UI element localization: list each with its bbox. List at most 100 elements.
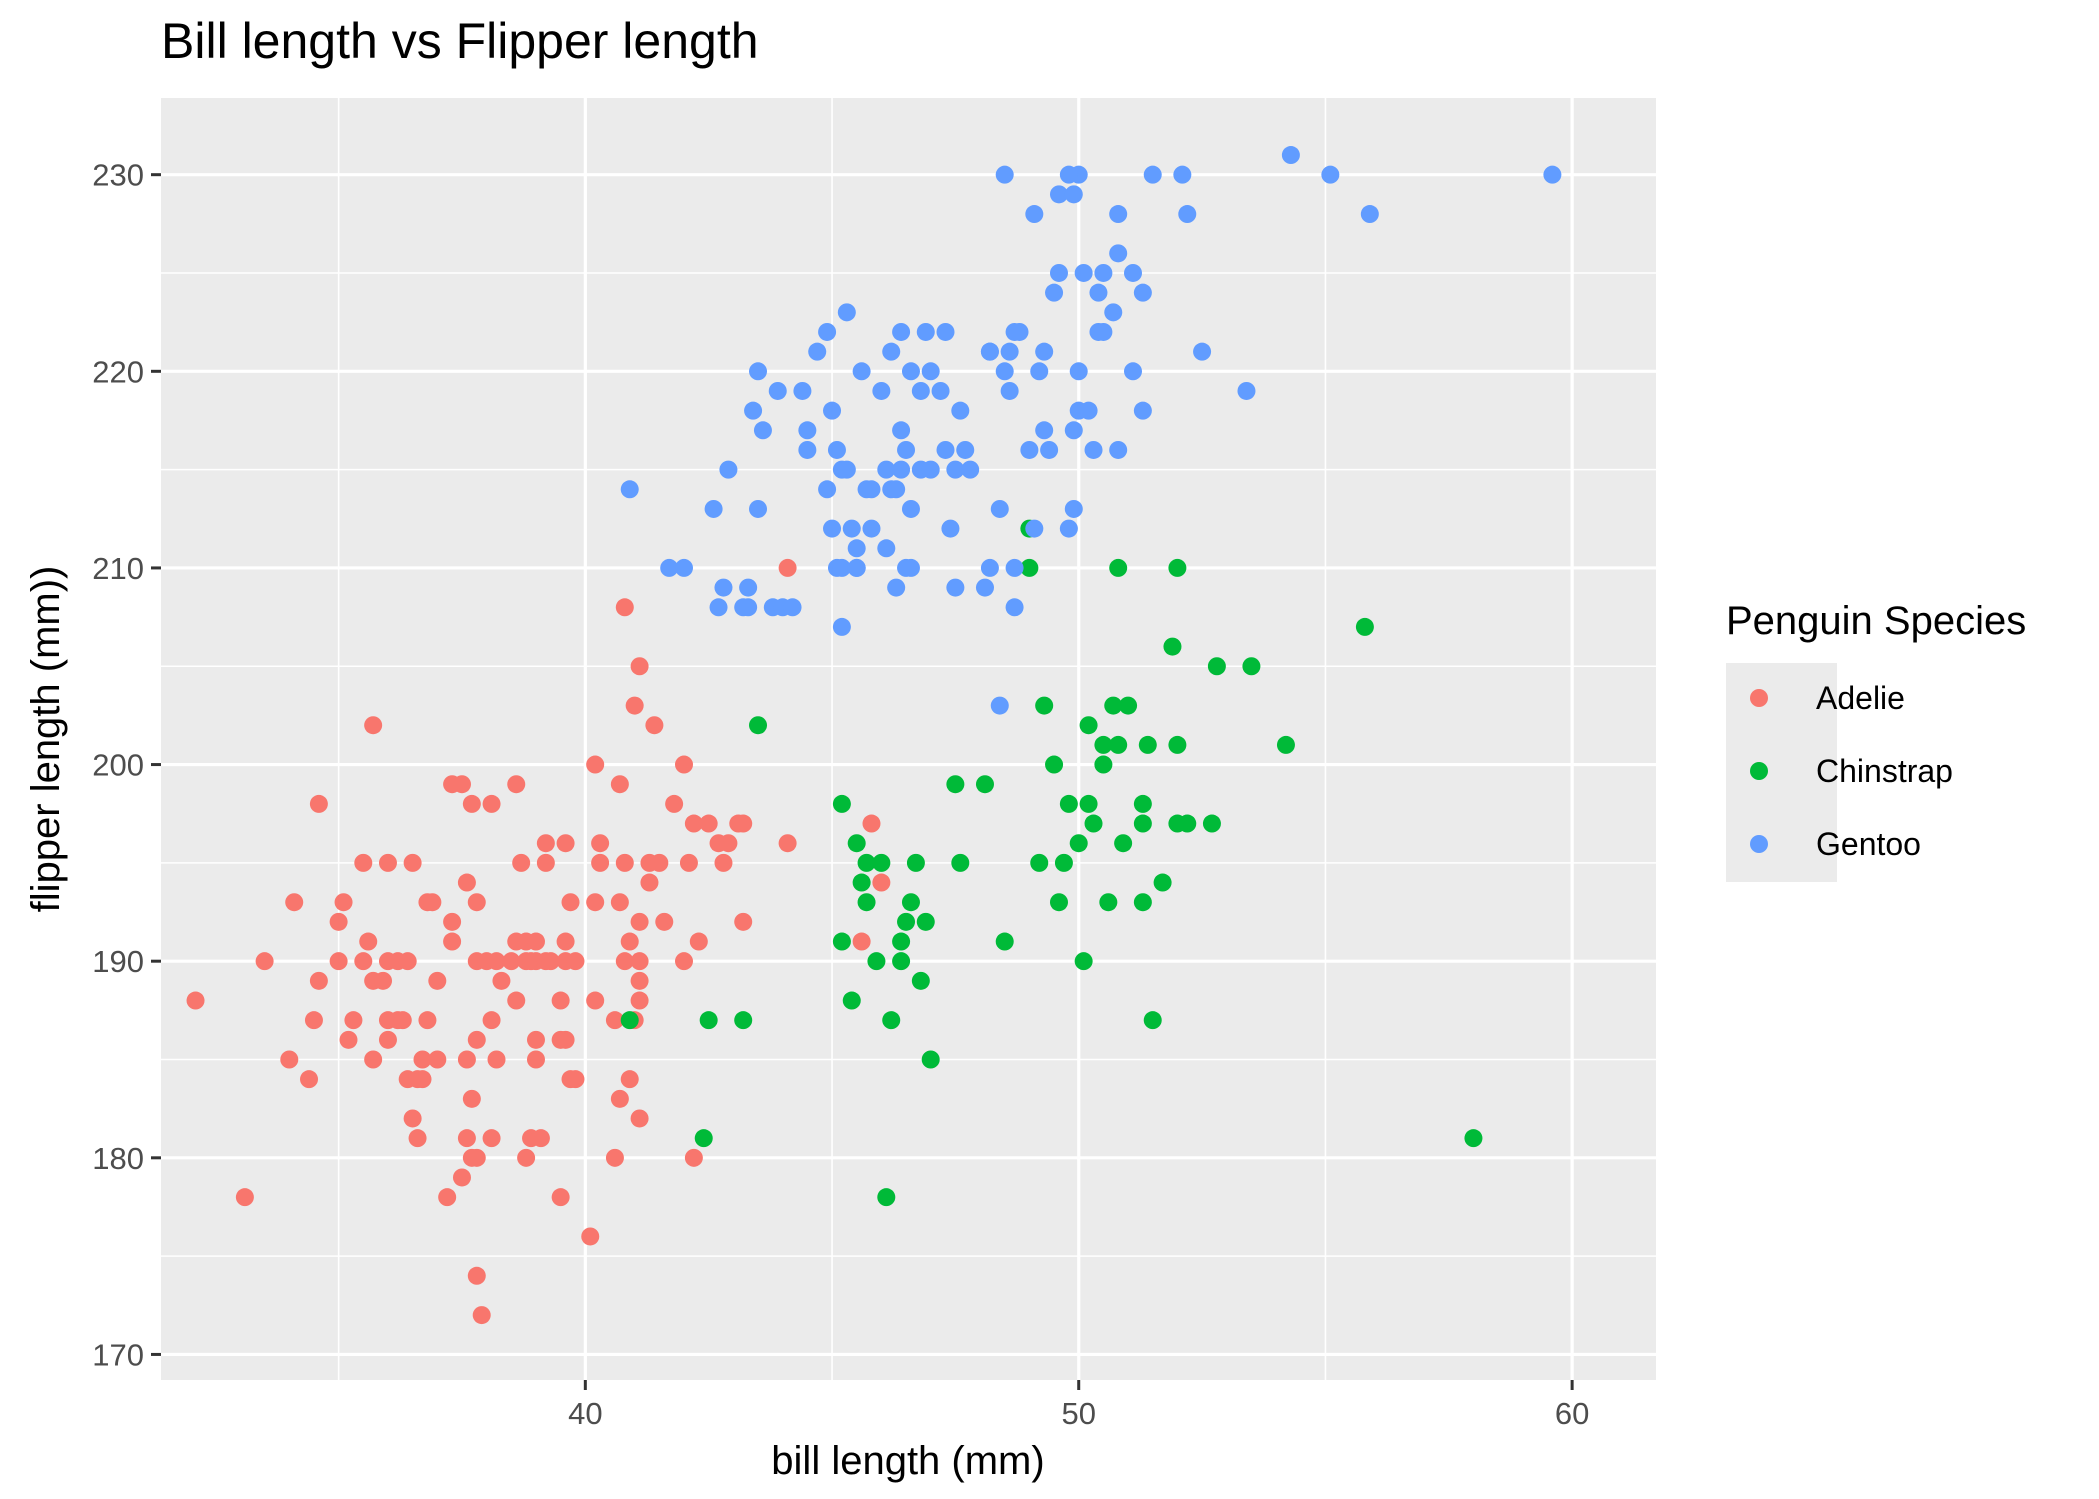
point-gentoo xyxy=(1045,283,1064,302)
point-adelie xyxy=(684,814,703,833)
point-adelie xyxy=(452,775,471,794)
point-gentoo xyxy=(892,460,911,479)
point-adelie xyxy=(645,716,664,735)
point-chinstrap xyxy=(921,1050,940,1069)
point-chinstrap xyxy=(1143,1011,1162,1030)
point-gentoo xyxy=(837,460,856,479)
point-gentoo xyxy=(1193,342,1212,361)
x-tick-label: 50 xyxy=(1061,1396,1095,1431)
point-chinstrap xyxy=(906,853,925,872)
point-gentoo xyxy=(749,499,768,518)
point-gentoo xyxy=(1237,381,1256,400)
point-gentoo xyxy=(980,342,999,361)
point-gentoo xyxy=(862,480,881,499)
point-gentoo xyxy=(1000,381,1019,400)
point-adelie xyxy=(586,755,605,774)
point-adelie xyxy=(428,1050,447,1069)
point-gentoo xyxy=(1000,342,1019,361)
x-tick-label: 60 xyxy=(1555,1396,1589,1431)
point-adelie xyxy=(630,971,649,990)
point-adelie xyxy=(472,1306,491,1325)
x-axis-label: bill length (mm) xyxy=(771,1439,1044,1483)
point-adelie xyxy=(487,952,506,971)
point-adelie xyxy=(359,932,378,951)
point-gentoo xyxy=(675,558,694,577)
point-gentoo xyxy=(916,322,935,341)
point-gentoo xyxy=(1089,283,1108,302)
point-chinstrap xyxy=(916,912,935,931)
point-adelie xyxy=(566,952,585,971)
point-chinstrap xyxy=(749,716,768,735)
point-adelie xyxy=(630,952,649,971)
point-gentoo xyxy=(1059,165,1078,184)
plot-panel xyxy=(161,98,1656,1380)
point-adelie xyxy=(679,853,698,872)
point-adelie xyxy=(556,1030,575,1049)
point-gentoo xyxy=(1123,263,1142,282)
legend-key-gentoo xyxy=(1750,835,1768,853)
point-chinstrap xyxy=(1168,558,1187,577)
point-gentoo xyxy=(921,362,940,381)
point-chinstrap xyxy=(995,932,1014,951)
point-gentoo xyxy=(823,401,842,420)
point-gentoo xyxy=(1049,185,1068,204)
point-adelie xyxy=(689,932,708,951)
point-chinstrap xyxy=(1138,735,1157,754)
point-adelie xyxy=(541,952,560,971)
point-gentoo xyxy=(951,401,970,420)
point-adelie xyxy=(423,893,442,912)
point-adelie xyxy=(186,991,205,1010)
point-adelie xyxy=(378,853,397,872)
point-adelie xyxy=(610,1089,629,1108)
point-gentoo xyxy=(901,362,920,381)
point-adelie xyxy=(630,991,649,1010)
point-chinstrap xyxy=(1464,1129,1483,1148)
point-gentoo xyxy=(995,362,1014,381)
point-gentoo xyxy=(798,440,817,459)
point-adelie xyxy=(502,952,521,971)
point-chinstrap xyxy=(1119,696,1138,715)
point-adelie xyxy=(482,1011,501,1030)
point-gentoo xyxy=(847,558,866,577)
point-chinstrap xyxy=(734,1011,753,1030)
point-adelie xyxy=(610,775,629,794)
point-chinstrap xyxy=(1079,716,1098,735)
point-adelie xyxy=(630,657,649,676)
point-adelie xyxy=(300,1070,319,1089)
point-adelie xyxy=(334,893,353,912)
point-chinstrap xyxy=(1094,755,1113,774)
y-tick-label: 190 xyxy=(92,944,144,979)
point-adelie xyxy=(457,873,476,892)
point-gentoo xyxy=(995,165,1014,184)
point-adelie xyxy=(517,1148,536,1167)
point-gentoo xyxy=(882,342,901,361)
point-chinstrap xyxy=(1153,873,1172,892)
legend-label-chinstrap: Chinstrap xyxy=(1816,753,1953,789)
point-adelie xyxy=(443,932,462,951)
point-adelie xyxy=(235,1188,254,1207)
point-adelie xyxy=(364,1050,383,1069)
x-axis-ticks: 40 50 60 xyxy=(568,1380,1589,1431)
data-points xyxy=(186,146,1562,1325)
point-chinstrap xyxy=(1109,735,1128,754)
point-chinstrap xyxy=(901,893,920,912)
point-gentoo xyxy=(961,460,980,479)
point-adelie xyxy=(719,834,738,853)
y-axis-label: flipper length (mm)) xyxy=(24,566,68,913)
point-gentoo xyxy=(808,342,827,361)
point-adelie xyxy=(378,1030,397,1049)
point-chinstrap xyxy=(1178,814,1197,833)
point-gentoo xyxy=(1005,558,1024,577)
point-gentoo xyxy=(1109,440,1128,459)
point-gentoo xyxy=(1069,362,1088,381)
point-adelie xyxy=(699,814,718,833)
point-chinstrap xyxy=(1133,794,1152,813)
point-chinstrap xyxy=(852,873,871,892)
point-chinstrap xyxy=(946,775,965,794)
point-gentoo xyxy=(1104,303,1123,322)
point-adelie xyxy=(408,1129,427,1148)
point-adelie xyxy=(615,952,634,971)
point-gentoo xyxy=(1035,421,1054,440)
point-adelie xyxy=(457,1129,476,1148)
point-chinstrap xyxy=(842,991,861,1010)
